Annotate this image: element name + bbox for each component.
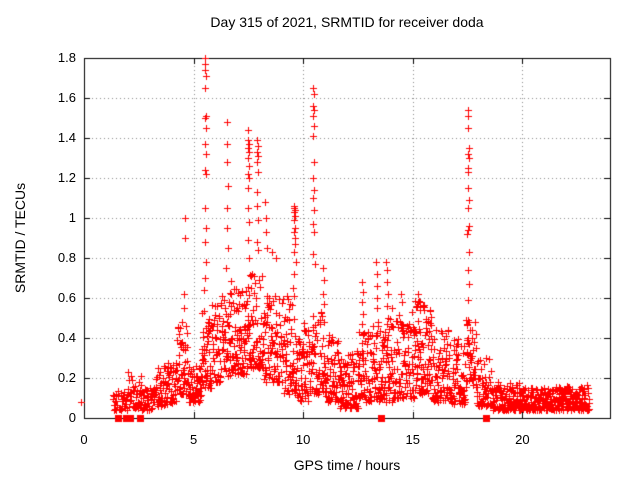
y-tick-label: 0.8 <box>57 250 76 265</box>
y-axis-label: SRMTID / TECUs <box>12 182 28 294</box>
y-tick-label: 1.4 <box>57 130 76 145</box>
x-axis-label: GPS time / hours <box>293 457 401 473</box>
x-tick-label: 10 <box>295 432 311 447</box>
y-tick-label: 0.4 <box>57 330 76 345</box>
x-tick-label: 0 <box>80 432 88 447</box>
y-tick-label: 1.2 <box>57 170 76 185</box>
y-tick-label: 1.8 <box>57 50 76 65</box>
y-tick-label: 0 <box>68 410 76 425</box>
x-tick-label: 5 <box>189 432 198 447</box>
y-tick-label: 0.2 <box>57 370 76 385</box>
x-tick-label: 15 <box>405 432 420 447</box>
y-tick-label: 1 <box>68 210 76 225</box>
chart-title: Day 315 of 2021, SRMTID for receiver dod… <box>210 14 484 30</box>
y-tick-label: 1.6 <box>57 90 76 105</box>
x-tick-label: 20 <box>515 432 530 447</box>
y-tick-label: 0.6 <box>57 290 76 305</box>
